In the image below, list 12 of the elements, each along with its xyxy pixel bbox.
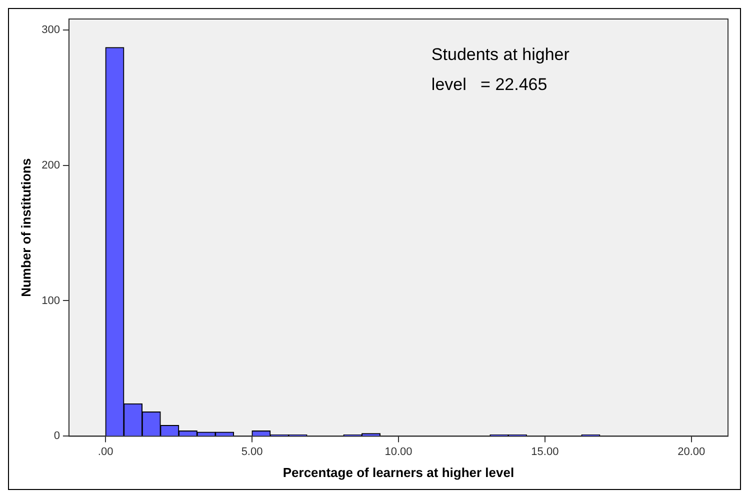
x-tick-label: 20.00	[678, 446, 706, 458]
x-tick-label: .00	[98, 446, 114, 458]
y-axis-title: Number of institutions	[18, 158, 34, 297]
y-tick-label: 100	[42, 294, 60, 307]
x-tick-label: 5.00	[241, 446, 263, 458]
y-tick-label: 0	[54, 430, 60, 442]
y-tick-label: 300	[42, 24, 60, 36]
x-axis-title: Percentage of learners at higher level	[282, 464, 514, 480]
y-tick-label: 200	[42, 159, 60, 172]
annotation: Students at higher level = 22.465	[431, 45, 570, 94]
x-tick-label: 10.00	[384, 446, 412, 458]
x-tick-label: 15.00	[531, 446, 559, 458]
